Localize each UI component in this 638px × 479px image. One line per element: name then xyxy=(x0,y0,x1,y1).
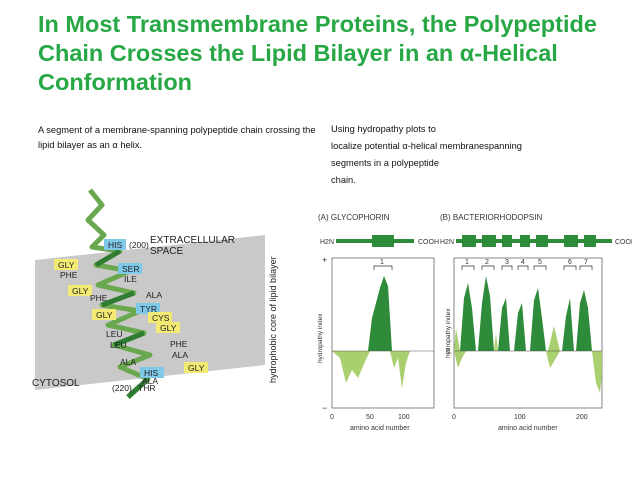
panel-b-ylabel: hydropathy index xyxy=(445,308,452,358)
residue-leu: LEU xyxy=(110,340,127,350)
panel-a-helix-box xyxy=(372,235,394,247)
hydropathy-caption: Using hydropathy plots to localize poten… xyxy=(331,121,601,189)
slide-title: In Most Transmembrane Proteins, the Poly… xyxy=(38,11,597,95)
hydropathy-figure: (A) GLYCOPHORIN H2N COOH 1 hydropathy in… xyxy=(317,213,632,432)
core-label: hydrophobic core of lipid bilayer xyxy=(268,256,278,383)
panel-b-tick: 0 xyxy=(452,414,456,421)
panel-b-zero: 0 xyxy=(446,349,450,356)
panel-a-tick: 50 xyxy=(366,414,374,421)
residue-his: HIS xyxy=(108,240,123,250)
residue-his-200: HIS (200) xyxy=(104,239,149,250)
polypeptide-ribbon-shade xyxy=(94,248,150,399)
panel-b-peak-label: 2 xyxy=(485,259,489,266)
panel-b-tick: 100 xyxy=(514,414,526,421)
panel-a-peak-label: 1 xyxy=(380,259,384,266)
residue-his: HIS xyxy=(144,368,159,378)
residue-ile: ILE xyxy=(124,274,137,284)
residue-gly: GLY xyxy=(72,286,89,296)
residue-labels: HIS (200) GLY SER PHE ILE GLY ALA PHE TY… xyxy=(54,239,208,393)
panel-a-nterm: H2N xyxy=(320,239,334,246)
space-label: SPACE xyxy=(150,246,183,257)
panel-b-title: (B) BACTERIORHODOPSIN xyxy=(440,213,542,222)
residue-cys: CYS xyxy=(152,313,170,323)
residue-ala: ALA xyxy=(172,350,188,360)
panel-b-hydrophobic-fill xyxy=(460,276,592,351)
residue-phe: PHE xyxy=(60,270,78,280)
panel-b-cterm: COOH xyxy=(615,239,632,246)
panel-b-helix-boxes xyxy=(462,235,596,247)
panel-b-peak-label: 5 xyxy=(538,259,542,266)
panel-a-tick: 0 xyxy=(330,414,334,421)
panel-a-plus: + xyxy=(322,255,327,265)
cytosol-label: CYTOSOL xyxy=(32,378,80,389)
residue-ala: ALA xyxy=(146,290,162,300)
panel-a-minus: − xyxy=(322,403,327,413)
panel-b-nterm: H2N xyxy=(440,239,454,246)
panel-b-peak-label: 1 xyxy=(465,259,469,266)
residue-phe: PHE xyxy=(90,293,108,303)
residue-leu: LEU xyxy=(106,329,123,339)
caption-line: chain. xyxy=(331,175,356,185)
residue-gly: GLY xyxy=(96,310,113,320)
panel-b-peak-label: 6 xyxy=(568,259,572,266)
residue-phe: PHE xyxy=(170,339,188,349)
caption-line: localize potential α-helical membranespa… xyxy=(331,141,522,151)
panel-a-cterm: COOH xyxy=(418,239,439,246)
caption-line: Using hydropathy plots to xyxy=(331,124,436,134)
residue-gly: GLY xyxy=(58,260,75,270)
helix-figure: EXTRACELLULAR SPACE CYTOSOL hydrophobic … xyxy=(32,188,278,399)
residue-ala: ALA xyxy=(142,376,158,386)
residue-tyr: TYR xyxy=(140,304,157,314)
panel-a-xlabel: amino acid number xyxy=(350,425,410,432)
panel-a-ylabel: hydropathy index xyxy=(317,313,324,363)
residue-number-220: (220) xyxy=(112,383,132,393)
extracellular-label: EXTRACELLULAR xyxy=(150,235,235,246)
panel-b-peak-label: 3 xyxy=(505,259,509,266)
panel-b-peak-label: 7 xyxy=(584,259,588,266)
caption-line: segments in a polypeptide xyxy=(331,158,440,168)
panel-b-plot-area xyxy=(453,257,603,409)
panel-a-hydrophilic-fill xyxy=(332,351,410,388)
panel-a-title: (A) GLYCOPHORIN xyxy=(318,213,390,222)
residue-ser: SER xyxy=(122,264,139,274)
residue-gly: GLY xyxy=(188,363,205,373)
helix-caption: A segment of a membrane-spanning polypep… xyxy=(38,125,316,150)
panel-a-peak-bracket xyxy=(373,265,393,270)
residue-gly: GLY xyxy=(160,323,177,333)
panel-b-peak-label: 4 xyxy=(521,259,525,266)
panel-a-hydrophobic-fill xyxy=(368,276,392,351)
panel-b-light-fill xyxy=(454,326,560,351)
residue-ala: ALA xyxy=(120,357,136,367)
residue-number-200: (200) xyxy=(129,240,149,250)
panel-b-peak-brackets xyxy=(461,265,593,270)
panel-b-xlabel: amino acid number xyxy=(498,425,558,432)
panel-a-tick: 100 xyxy=(398,414,410,421)
panel-b-tick: 200 xyxy=(576,414,588,421)
residue-thr: THR xyxy=(138,383,155,393)
